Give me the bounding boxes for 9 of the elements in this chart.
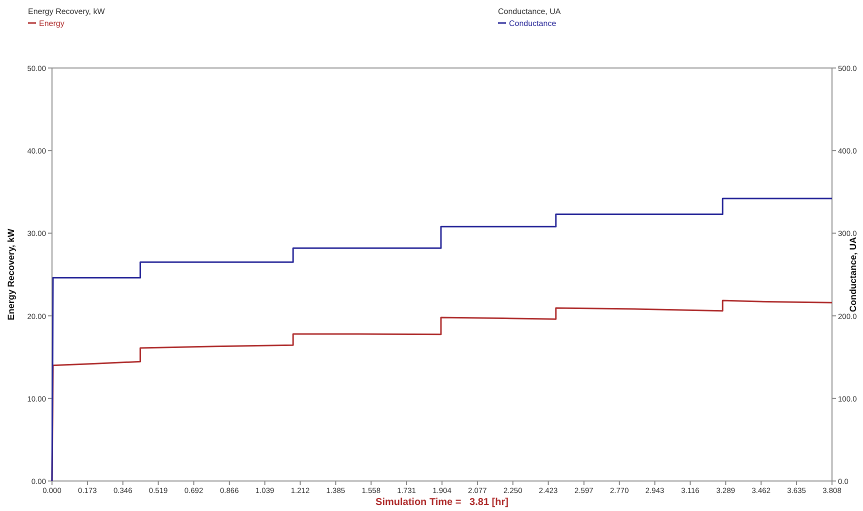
legend-label: Energy	[39, 19, 64, 28]
y2-axis-title: Conductance, UA	[848, 236, 858, 312]
text: Conductance, UA	[498, 7, 562, 16]
x-axis-title: Simulation Time = 3.81 [hr]	[376, 497, 508, 508]
line-series	[51, 198, 833, 482]
line-series	[51, 300, 833, 482]
y-axis-title: Energy Recovery, kW	[6, 228, 16, 320]
legend-label: Conductance	[509, 19, 557, 28]
text: Energy Recovery, kW	[28, 7, 106, 16]
